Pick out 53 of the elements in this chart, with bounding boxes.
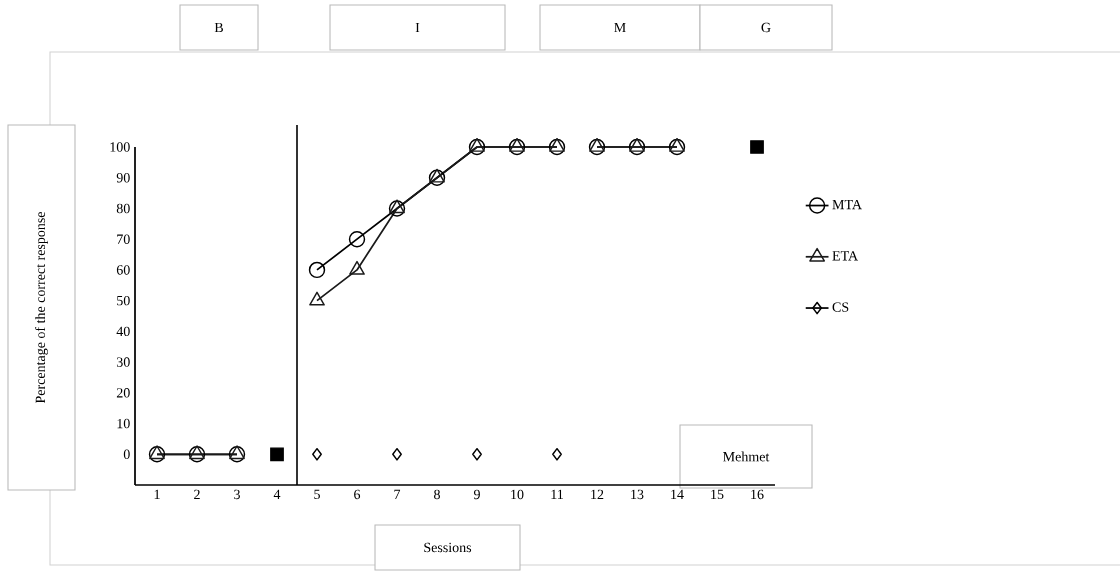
x-tick-label: 16 [751,489,764,500]
y-tick-label: 10 [117,418,130,429]
x-tick-label: 12 [591,489,604,499]
x-tick-label: 6 [354,489,361,500]
x-tick-label: 8 [434,489,440,500]
x-axis-title: Sessions [424,542,472,553]
x-tick-label: 7 [394,489,401,499]
x-tick-label: 1 [154,489,160,499]
x-tick-label: 13 [631,489,644,500]
text: M [614,22,626,33]
point [392,447,402,461]
y-tick-label: 70 [117,234,130,244]
legend-label: ETA [832,251,859,261]
text: G [761,22,771,33]
point [312,447,322,461]
x-tick-label: 15 [711,489,724,500]
point [588,138,606,156]
point [628,138,646,156]
point [309,291,325,306]
point [472,447,482,461]
x-tick-label: 9 [473,489,480,500]
x-tick-label: 14 [671,489,684,499]
y-tick-label: 90 [116,173,130,183]
x-tick-label: 3 [234,489,240,500]
x-tick-label: 11 [551,489,563,499]
y-tick-label: 100 [110,142,130,152]
text: I [415,22,420,33]
point [668,138,686,156]
x-tick-label: 2 [194,489,200,499]
y-tick-label: 80 [116,203,130,214]
legend-label: MTA [832,199,862,210]
y-tick-label: 0 [123,449,130,460]
y-tick-label: 30 [116,357,130,367]
y-tick-label: 50 [117,295,130,306]
point [308,261,326,279]
x-tick-label: 5 [314,489,320,500]
annotation: Mehmet [723,451,770,462]
point [468,138,486,156]
point [270,447,284,462]
y-tick-label: 40 [116,326,130,337]
point [348,230,366,248]
point [750,140,764,154]
y-axis-title: Percentage of the correct response [35,211,48,404]
point [548,138,566,156]
point [552,447,562,461]
point [508,138,526,156]
point [349,260,365,275]
y-tick-label: 60 [116,265,130,275]
x-tick-label: 4 [273,489,281,499]
y-tick-label: 20 [116,388,130,398]
x-tick-label: 10 [511,489,524,500]
text: B [214,22,223,33]
legend-label: CS [832,302,849,312]
